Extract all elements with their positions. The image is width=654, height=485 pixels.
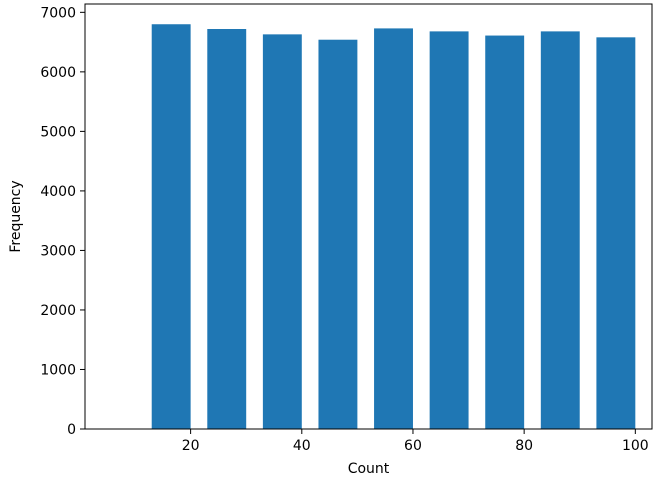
plot-frame [84, 3, 653, 430]
x-tick-label: 100 [622, 438, 649, 454]
y-tick-label: 4000 [40, 184, 76, 200]
y-tick-label: 7000 [40, 5, 76, 21]
bar [374, 28, 413, 430]
bar [429, 31, 469, 429]
y-tick-label: 5000 [40, 124, 76, 140]
bar [207, 29, 247, 429]
x-tick-label: 80 [515, 438, 533, 454]
bar [262, 34, 302, 430]
x-tick-label: 20 [182, 438, 200, 454]
x-tick-label: 60 [404, 438, 422, 454]
bar [485, 35, 525, 430]
bar [540, 31, 580, 429]
x-axis: 20 40 60 80 100 [182, 429, 649, 454]
y-tick-label: 2000 [40, 303, 76, 319]
bar [318, 39, 358, 430]
y-tick-label: 0 [67, 422, 76, 438]
bars-group [151, 24, 636, 430]
y-axis: 0 1000 2000 3000 4000 5000 6000 7000 [40, 5, 85, 438]
bar [596, 37, 636, 429]
y-axis-label: Frequency [8, 180, 24, 252]
y-tick-label: 3000 [40, 243, 76, 259]
x-axis-label: Count [348, 461, 390, 477]
bar [151, 24, 191, 430]
x-tick-label: 40 [293, 438, 311, 454]
y-tick-label: 1000 [40, 362, 76, 378]
y-tick-label: 6000 [40, 65, 76, 81]
